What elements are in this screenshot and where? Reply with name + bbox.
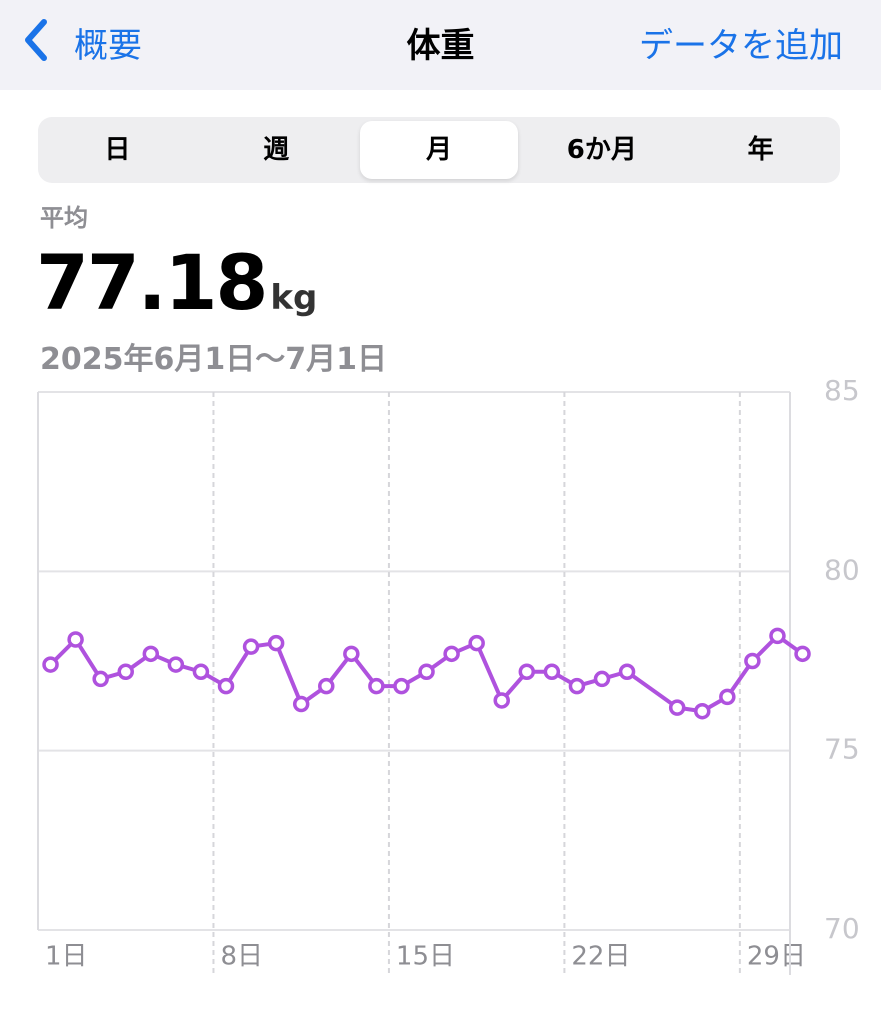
average-number: 77.18 [36, 238, 268, 327]
data-point [468, 634, 485, 652]
data-point [518, 663, 536, 681]
x-tick-label: 29日 [747, 942, 806, 972]
average-label: 平均 [40, 204, 88, 232]
data-point [292, 695, 310, 713]
x-tick-label: 1日 [45, 942, 88, 972]
data-point [267, 634, 285, 652]
back-chevron[interactable] [18, 14, 58, 74]
x-tick-label: 8日 [220, 942, 263, 972]
nav-title: 体重 [406, 26, 475, 66]
segment[interactable]: 年 [747, 135, 774, 165]
data-point [192, 663, 210, 681]
y-tick-label: 70 [824, 912, 860, 945]
x-tick-label: 22日 [571, 942, 630, 972]
date-range: 2025年6月1日〜7月1日 [40, 342, 387, 377]
data-point [593, 670, 611, 688]
data-point [92, 670, 109, 688]
data-point [318, 677, 335, 695]
data-point [368, 677, 385, 695]
y-tick-label: 80 [824, 553, 860, 586]
data-point [794, 645, 811, 663]
data-point [618, 663, 636, 681]
data-point [42, 656, 59, 673]
data-point [418, 663, 435, 681]
back-button[interactable]: 概要 [74, 26, 142, 66]
segment[interactable]: 月 [359, 121, 519, 179]
data-point [744, 652, 761, 670]
data-point [493, 692, 510, 709]
nav-bar: 概要 体重 データを追加 [0, 0, 881, 90]
data-point [242, 638, 260, 655]
data-point [393, 677, 410, 695]
data-point [117, 663, 134, 681]
segment[interactable]: 6か月 [566, 135, 637, 165]
data-point [443, 645, 460, 663]
data-point [719, 688, 736, 706]
x-tick-label: 15日 [396, 942, 455, 972]
data-point [167, 656, 185, 673]
data-point [769, 627, 786, 645]
data-point [343, 645, 360, 663]
data-point [568, 677, 586, 695]
y-tick-label: 85 [824, 374, 860, 407]
data-point [668, 699, 686, 716]
segment[interactable]: 週 [263, 135, 290, 165]
data-point [543, 663, 561, 681]
data-point [217, 677, 235, 695]
segment[interactable]: 日 [104, 135, 131, 165]
data-point [67, 631, 84, 648]
add-data-button[interactable]: データを追加 [639, 26, 843, 66]
y-tick-label: 75 [824, 733, 860, 766]
segmented-control: 日 週 月 6か月 年 [38, 117, 840, 183]
average-unit: kg [270, 278, 318, 318]
data-point [142, 645, 160, 663]
data-point [694, 702, 711, 720]
average-value: 77.18 kg [36, 238, 317, 327]
